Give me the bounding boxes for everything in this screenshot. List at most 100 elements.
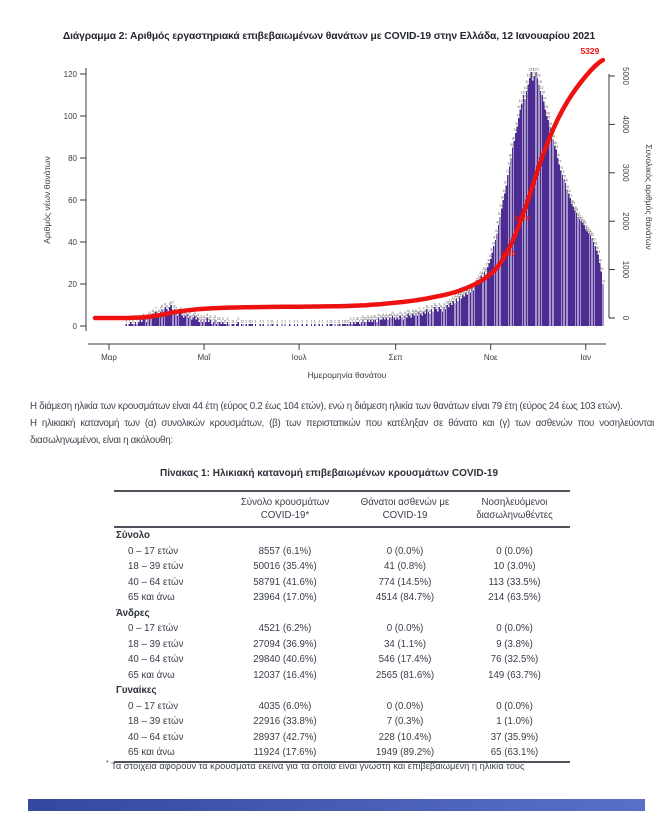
svg-text:1: 1 [318, 319, 320, 323]
svg-text:103: 103 [517, 105, 523, 109]
svg-text:1: 1 [133, 319, 135, 323]
svg-text:2: 2 [357, 317, 359, 321]
svg-text:8: 8 [430, 305, 432, 309]
svg-text:110: 110 [539, 90, 545, 94]
svg-text:112: 112 [538, 86, 544, 90]
footnote-text: Τα στοιχεία αφορούν τα κρούσματα εκείνα … [111, 761, 525, 772]
svg-text:4: 4 [142, 313, 144, 317]
table-row: 0 – 17 ετών 4521 (6.2%) 0 (0.0%) 0 (0.0%) [114, 621, 570, 637]
svg-text:Συνολικός αριθμός θανάτων: Συνολικός αριθμός θανάτων [644, 144, 654, 250]
svg-text:1: 1 [276, 319, 278, 323]
value-cell: 4035 (6.0%) [258, 700, 312, 712]
table-header-row: Σύνολο κρουσμάτων COVID-19* Θάνατοι ασθεν… [114, 491, 570, 528]
svg-text:72: 72 [506, 170, 510, 174]
svg-text:15: 15 [461, 290, 465, 294]
svg-text:54: 54 [574, 208, 578, 212]
svg-text:95: 95 [515, 122, 519, 126]
table-row: 18 – 39 ετών 22916 (33.8%) 7 (0.3%) 1 (1.0%… [114, 714, 570, 730]
svg-text:63: 63 [567, 189, 571, 193]
svg-text:1: 1 [281, 319, 283, 323]
value-cell: 12037 (16.4%) [253, 669, 317, 681]
value-cell: 8557 (6.1%) [258, 545, 312, 557]
svg-text:3: 3 [362, 315, 364, 319]
section-header: Άνδρες [114, 606, 570, 622]
svg-text:1: 1 [331, 319, 333, 323]
svg-text:48: 48 [496, 221, 500, 225]
svg-text:1: 1 [223, 319, 225, 323]
svg-text:7: 7 [175, 307, 177, 311]
svg-text:5: 5 [421, 311, 423, 315]
svg-text:4: 4 [388, 313, 390, 317]
svg-text:98: 98 [546, 116, 550, 120]
svg-text:20: 20 [68, 280, 77, 289]
column-header-3: Νοσηλευόμενοι διασωληνωθέντες [459, 491, 570, 528]
svg-text:1: 1 [125, 319, 127, 323]
svg-text:3: 3 [200, 315, 202, 319]
svg-text:1: 1 [359, 319, 361, 323]
svg-text:13: 13 [459, 294, 463, 298]
svg-text:1: 1 [128, 319, 130, 323]
svg-text:1: 1 [220, 319, 222, 323]
svg-text:8: 8 [435, 305, 437, 309]
svg-text:1: 1 [306, 319, 308, 323]
value-cell: 34 (1.1%) [384, 638, 426, 650]
table-row: 18 – 39 ετών 27094 (36.9%) 34 (1.1%) 9 (3.8… [114, 637, 570, 653]
table-row: 65 και άνω 12037 (16.4%) 2565 (81.6%) 149 (… [114, 668, 570, 684]
svg-text:2: 2 [212, 317, 214, 321]
svg-text:Μαρ: Μαρ [101, 353, 117, 362]
svg-text:3: 3 [402, 315, 404, 319]
value-cell: 0 (0.0%) [496, 623, 533, 634]
table-row: 65 και άνω 23964 (17.0%) 4514 (84.7%) 214 (… [114, 590, 570, 606]
svg-text:115: 115 [536, 80, 542, 84]
svg-text:58: 58 [570, 200, 574, 204]
svg-text:7: 7 [423, 307, 425, 311]
table-row: 18 – 39 ετών 50016 (35.4%) 41 (0.8%) 10 (3.… [114, 559, 570, 575]
svg-text:10: 10 [450, 300, 454, 304]
svg-text:5: 5 [194, 311, 196, 315]
svg-text:5: 5 [416, 311, 418, 315]
svg-text:35: 35 [490, 248, 494, 252]
svg-text:1: 1 [225, 319, 227, 323]
svg-text:118: 118 [534, 74, 540, 78]
svg-text:4: 4 [382, 313, 384, 317]
svg-text:55: 55 [573, 206, 577, 210]
svg-text:5: 5 [153, 311, 155, 315]
daily-deaths-bars [125, 71, 604, 327]
column-header-2: Θάνατοι ασθενών με COVID-19 [351, 491, 459, 528]
svg-text:67: 67 [504, 181, 508, 185]
svg-text:65: 65 [565, 185, 569, 189]
svg-text:5: 5 [399, 311, 401, 315]
svg-text:7: 7 [441, 307, 443, 311]
svg-text:7: 7 [427, 307, 429, 311]
value-cell: 50016 (35.4%) [253, 561, 317, 572]
final-total-label: 5329 [580, 46, 599, 56]
svg-text:48: 48 [582, 221, 586, 225]
value-cell: 214 (63.5%) [488, 592, 541, 603]
value-cell: 58791 (41.6%) [253, 576, 317, 588]
svg-text:6: 6 [424, 309, 426, 313]
value-cell: 41 (0.8%) [384, 561, 426, 572]
value-cell: 0 (0.0%) [386, 545, 424, 557]
svg-text:2000: 2000 [621, 212, 630, 230]
column-header-1: Σύνολο κρουσμάτων COVID-19* [219, 491, 351, 528]
svg-text:6: 6 [162, 309, 164, 313]
age-group-cell: 0 – 17 ετών [128, 623, 179, 634]
svg-text:14: 14 [457, 292, 461, 296]
age-group-cell: 40 – 64 ετών [128, 731, 184, 743]
svg-text:1: 1 [228, 319, 230, 323]
svg-text:6: 6 [152, 309, 154, 313]
value-cell: 22916 (33.8%) [253, 716, 317, 727]
svg-text:9: 9 [164, 303, 166, 307]
svg-text:77: 77 [557, 160, 561, 164]
svg-text:15: 15 [465, 290, 469, 294]
svg-text:25: 25 [484, 269, 488, 273]
svg-text:106: 106 [519, 99, 525, 103]
svg-text:8: 8 [444, 305, 446, 309]
value-cell: 2565 (81.6%) [375, 669, 435, 681]
svg-text:121: 121 [528, 67, 534, 71]
section-label: Σύνολο [116, 530, 150, 541]
svg-text:6: 6 [158, 309, 160, 313]
svg-text:26: 26 [599, 267, 603, 271]
value-cell: 774 (14.5%) [378, 576, 432, 588]
svg-text:1: 1 [345, 319, 347, 323]
